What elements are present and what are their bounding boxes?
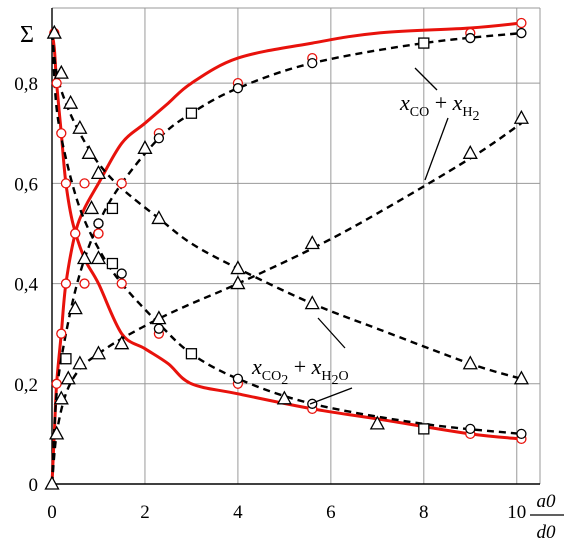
data-point (232, 83, 244, 94)
data-point (60, 370, 76, 385)
data-point (516, 428, 527, 440)
annotation-leader (309, 387, 353, 405)
data-point (106, 202, 119, 215)
data-point (53, 390, 69, 405)
data-point (369, 415, 385, 430)
data-point (230, 260, 246, 275)
data-point (462, 355, 478, 370)
annotation-leader (414, 67, 438, 91)
data-point (70, 228, 81, 239)
data-point (93, 218, 104, 229)
data-point (72, 355, 88, 370)
y-tick-label: 0,8 (14, 74, 38, 95)
series-line-4 (50, 32, 522, 380)
data-point (67, 300, 83, 315)
axes (51, 8, 540, 485)
data-point (93, 228, 104, 239)
data-point (56, 128, 67, 139)
x-tick-label: 0 (47, 502, 57, 523)
x-axis-label: a0 d0 (530, 491, 564, 543)
x-tick-label: 8 (419, 502, 429, 523)
data-point (114, 335, 130, 350)
data-point (185, 348, 198, 360)
grid (52, 7, 541, 484)
x-tick-label: 10 (507, 502, 526, 523)
y-tick-label: 0 (29, 475, 39, 496)
data-point (513, 109, 530, 124)
data-point (307, 57, 318, 69)
series-line-3 (50, 33, 522, 436)
x-tick-label: 4 (233, 502, 243, 523)
data-point (90, 345, 107, 360)
series-line-0 (50, 32, 522, 441)
data-point (418, 37, 430, 49)
annotations: xCO + xH2 xCO2 + xH2O (251, 67, 480, 405)
data-point (465, 32, 476, 44)
annotation-co2-h2o: xCO2 + xH2O (251, 354, 349, 388)
y-tick-label: 0,6 (14, 174, 38, 195)
data-point (81, 144, 97, 159)
data-point (60, 353, 72, 365)
x-tick-label: 6 (326, 502, 336, 523)
data-point (62, 94, 79, 109)
data-point (60, 178, 72, 189)
data-point (56, 328, 67, 339)
data-point (230, 275, 246, 290)
data-point (185, 107, 198, 119)
data-point (137, 139, 153, 154)
data-point (49, 425, 65, 440)
markers-layer (44, 17, 530, 490)
data-point (72, 119, 88, 134)
series-line-1 (50, 21, 522, 485)
data-point (513, 370, 530, 385)
data-point (46, 24, 62, 39)
y-tick-label: 0,4 (14, 275, 38, 296)
data-point (116, 178, 127, 189)
data-point (83, 200, 100, 215)
data-point (79, 178, 90, 189)
data-point (304, 295, 320, 310)
data-point (232, 373, 244, 384)
data-point (51, 378, 62, 389)
x-tick-label: 2 (140, 502, 150, 523)
data-point (276, 390, 292, 405)
data-point (53, 64, 69, 79)
data-point (60, 278, 72, 289)
data-point (90, 164, 107, 179)
data-point (304, 235, 320, 250)
data-point (462, 144, 478, 159)
data-point (116, 268, 127, 279)
tick-labels: 0 2 4 6 8 10 0 0,2 0,4 0,6 0,8 (14, 74, 526, 523)
y-tick-label: 0,2 (14, 375, 38, 396)
data-point (153, 323, 165, 334)
x-axis-label-numerator: a0 (537, 491, 557, 512)
data-point (51, 78, 62, 89)
annotation-leader (424, 117, 449, 181)
data-point (516, 27, 527, 39)
data-point (516, 17, 527, 29)
data-point (90, 250, 107, 265)
data-point (79, 278, 90, 289)
data-point (116, 278, 127, 289)
data-point (153, 133, 165, 144)
annotation-co-h2: xCO + xH2 (399, 90, 480, 124)
data-point (151, 210, 167, 225)
data-point (44, 475, 60, 490)
annotation-leader (317, 317, 346, 349)
data-point (106, 257, 119, 270)
data-point (151, 310, 167, 325)
data-point (418, 423, 430, 435)
y-axis-label: Σ (20, 22, 34, 48)
data-point (76, 250, 93, 265)
data-point (465, 423, 476, 435)
x-axis-label-denominator: d0 (537, 522, 557, 543)
